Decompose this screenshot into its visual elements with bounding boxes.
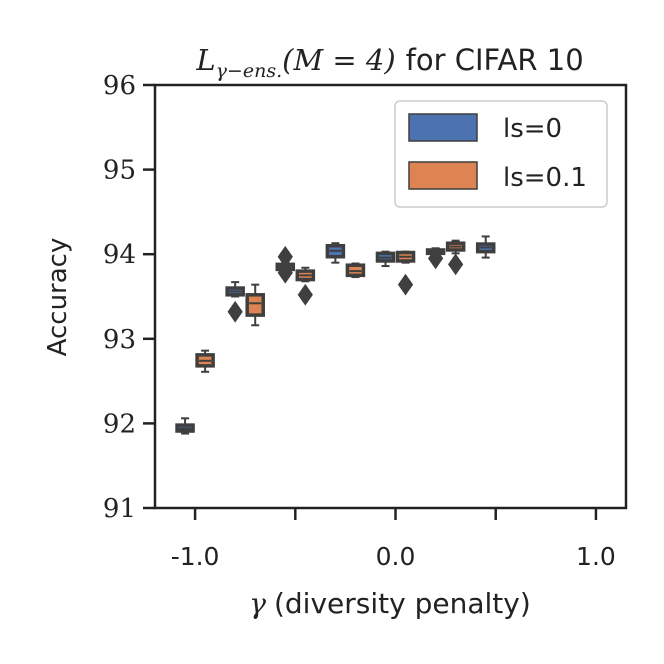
chart-title: Lγ−ens.(M = 4) for CIFAR 10 xyxy=(195,43,583,82)
y-tick-label: 92 xyxy=(103,409,136,439)
y-axis-label: Accuracy xyxy=(43,238,73,357)
x-tick-label: -1.0 xyxy=(171,542,220,571)
x-axis-label: γ (diversity penalty) xyxy=(249,587,531,620)
y-tick-label: 94 xyxy=(103,240,136,270)
y-tick-label: 91 xyxy=(103,494,136,524)
y-tick-label: 96 xyxy=(103,71,136,101)
y-tick-label: 95 xyxy=(103,156,136,186)
box-iqr xyxy=(247,295,263,315)
y-tick-label: 93 xyxy=(103,325,136,355)
legend-label-ls0: ls=0 xyxy=(503,114,562,144)
legend: ls=0 ls=0.1 xyxy=(395,101,607,207)
box-ls01 xyxy=(347,264,363,278)
box-plot-chart: 91 92 93 94 95 96 -1.0 0.0 1.0 Lγ−ens.(M = 4) fo… xyxy=(0,0,664,664)
x-tick-label: 1.0 xyxy=(576,542,616,571)
legend-swatch-ls0 xyxy=(409,114,477,141)
x-tick-label: 0.0 xyxy=(376,542,416,571)
legend-swatch-ls01 xyxy=(409,162,477,189)
legend-label-ls01: ls=0.1 xyxy=(503,163,587,193)
